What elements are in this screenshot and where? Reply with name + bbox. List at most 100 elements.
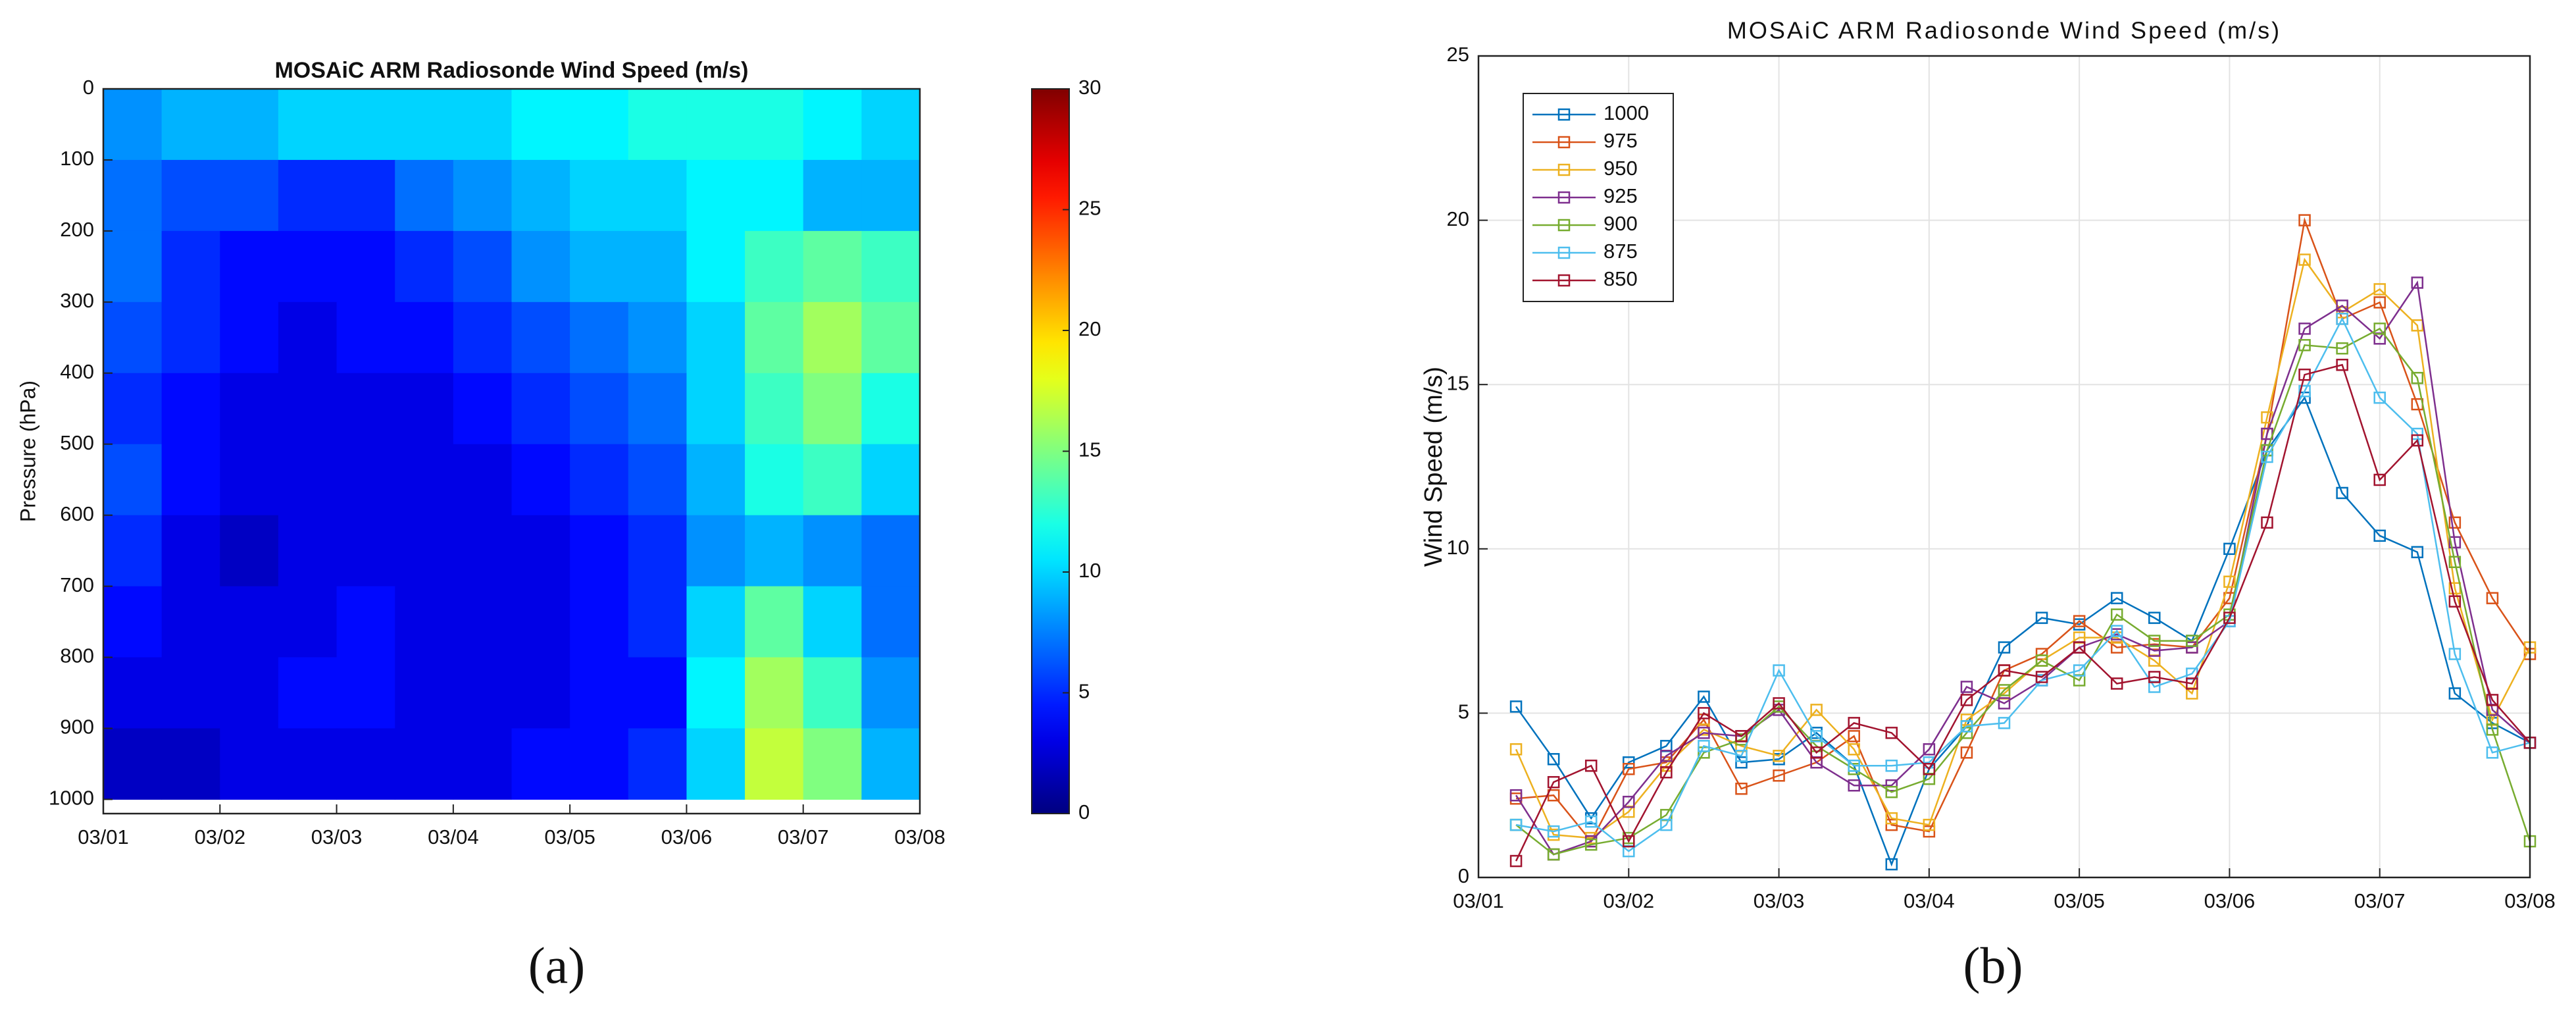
marker <box>1698 727 1710 739</box>
heat-cell <box>570 159 629 232</box>
marker <box>2448 536 2462 549</box>
y-tick-label: 100 <box>60 147 94 170</box>
heat-cell <box>570 89 629 161</box>
legend-marker <box>1557 191 1571 204</box>
y-tick-label: 800 <box>60 644 94 667</box>
marker <box>1773 769 1785 782</box>
y-tick-label: 300 <box>60 289 94 312</box>
marker <box>1773 664 1785 677</box>
series-line <box>1515 396 2531 867</box>
legend-label: 900 <box>1604 212 1638 235</box>
marker <box>1735 756 1748 769</box>
heat-cell <box>511 159 570 232</box>
legend-marker <box>1557 136 1571 149</box>
marker <box>2336 313 2348 325</box>
x-tick-label: 03/01 <box>78 825 129 848</box>
heat-cell <box>570 657 629 729</box>
heat-cell <box>453 89 512 161</box>
marker <box>1623 835 1635 848</box>
marker <box>2336 358 2348 371</box>
heat-cell <box>686 728 745 800</box>
marker <box>1698 707 1710 719</box>
heat-cell <box>745 515 804 587</box>
y-axis-label: Wind Speed (m/s) <box>1420 367 1448 567</box>
heat-cell <box>570 586 629 658</box>
marker <box>1623 763 1635 775</box>
x-tick-label: 03/08 <box>894 825 946 848</box>
heat-cell <box>686 586 745 658</box>
heat-cell <box>278 657 338 729</box>
marker <box>2448 556 2462 569</box>
marker <box>1660 766 1673 779</box>
marker <box>2035 612 2048 624</box>
heat-cell <box>220 301 279 374</box>
heat-cell <box>745 586 804 658</box>
heat-cell <box>395 89 454 161</box>
marker <box>2411 427 2424 440</box>
heat-cell <box>220 159 279 232</box>
marker <box>2411 319 2424 332</box>
heat-cell <box>803 515 862 587</box>
heat-cell <box>220 586 279 658</box>
heat-cell <box>336 444 395 516</box>
marker <box>1509 700 1523 713</box>
heat-cell <box>161 230 220 303</box>
marker <box>1509 854 1523 868</box>
marker <box>2486 694 2499 706</box>
heat-cell <box>861 586 921 658</box>
marker <box>2373 323 2386 335</box>
marker <box>2486 723 2499 736</box>
marker <box>1848 760 1860 772</box>
heat-cell <box>395 373 454 445</box>
marker <box>2298 339 2311 352</box>
heat-cell <box>103 444 163 516</box>
marker <box>2073 641 2086 654</box>
y-tick-label: 900 <box>60 716 94 739</box>
marker <box>2261 450 2273 463</box>
marker <box>1735 782 1748 795</box>
heat-cell <box>686 515 745 587</box>
heat-cell <box>395 728 454 800</box>
legend-label: 875 <box>1604 240 1638 263</box>
heat-cell <box>103 301 163 374</box>
heat-cell <box>686 444 745 516</box>
marker <box>1848 717 1860 729</box>
marker <box>1885 818 1898 831</box>
marker <box>1547 848 1560 861</box>
legend-label: 975 <box>1604 129 1638 152</box>
colorbar-tick-label: 0 <box>1078 800 1090 823</box>
marker <box>2373 296 2386 309</box>
heat-cell <box>511 373 570 445</box>
colorbar-tick-label: 20 <box>1078 317 1101 340</box>
x-tick-label: 03/03 <box>1754 889 1805 912</box>
heat-cell <box>278 89 338 161</box>
heat-cell <box>686 301 745 374</box>
heat-cell <box>453 159 512 232</box>
marker <box>1660 750 1673 762</box>
heat-cell <box>336 301 395 374</box>
heat-cell <box>745 159 804 232</box>
heat-cell <box>336 89 395 161</box>
marker <box>2448 687 2462 700</box>
marker <box>2486 592 2499 604</box>
x-tick-label: 03/04 <box>1904 889 1955 912</box>
heat-cell <box>745 657 804 729</box>
marker <box>2448 648 2462 660</box>
marker <box>2073 615 2086 627</box>
marker <box>1735 750 1748 762</box>
marker <box>2110 608 2123 621</box>
x-tick-label: 03/02 <box>194 825 245 848</box>
marker <box>1547 825 1560 838</box>
heat-cell <box>161 444 220 516</box>
marker <box>2110 677 2123 690</box>
marker <box>1584 760 1598 772</box>
x-tick-label: 03/02 <box>1603 889 1654 912</box>
heat-cell <box>861 657 921 729</box>
marker <box>2148 671 2161 683</box>
heat-cell <box>570 728 629 800</box>
heat-cell <box>395 159 454 232</box>
heat-cell <box>803 444 862 516</box>
marker <box>1623 756 1635 769</box>
marker <box>1960 694 1973 706</box>
